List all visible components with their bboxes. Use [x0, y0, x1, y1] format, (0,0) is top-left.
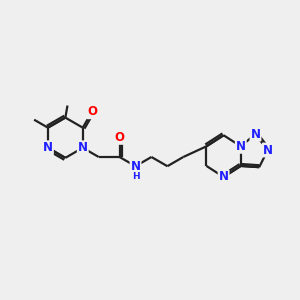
Text: N: N	[78, 141, 88, 154]
Text: N: N	[263, 143, 273, 157]
Text: N: N	[43, 141, 53, 154]
Text: H: H	[132, 172, 139, 181]
Text: N: N	[130, 160, 140, 173]
Text: N: N	[236, 140, 246, 153]
Text: O: O	[115, 131, 124, 144]
Text: O: O	[87, 105, 97, 118]
Text: N: N	[250, 128, 260, 141]
Text: N: N	[219, 170, 229, 184]
